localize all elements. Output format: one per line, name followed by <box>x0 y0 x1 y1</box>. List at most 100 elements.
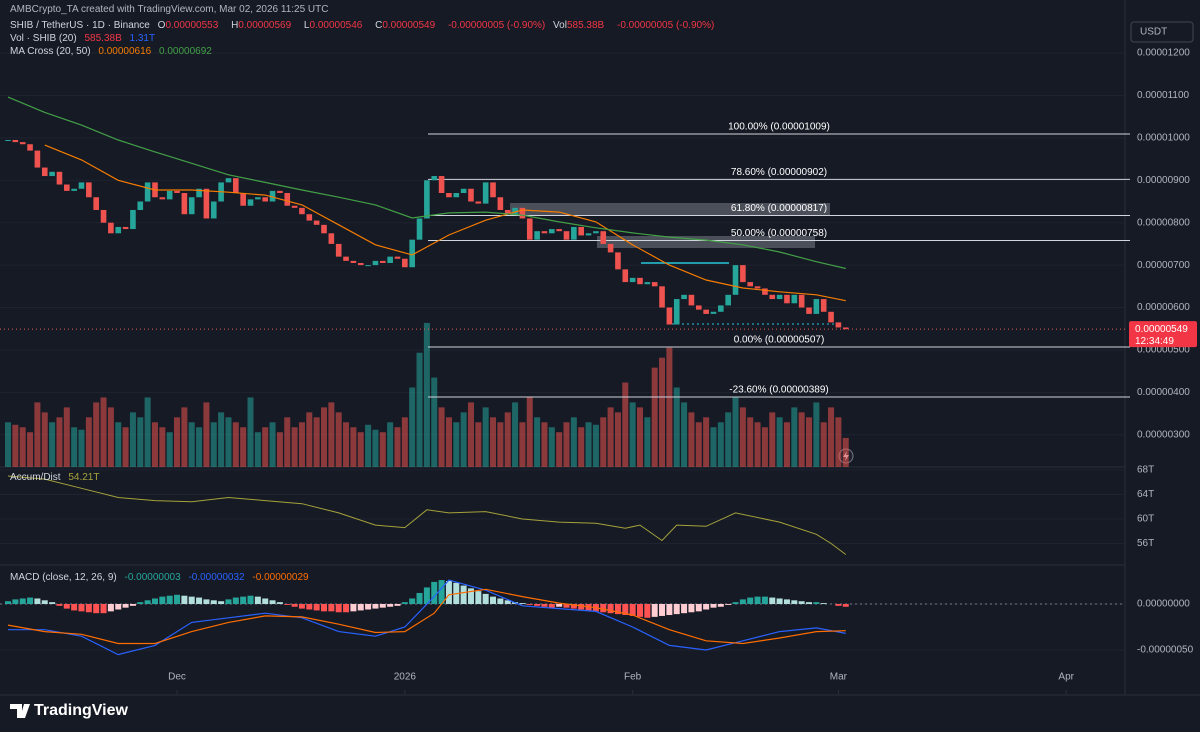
candle-body <box>438 176 445 194</box>
macd-histogram-bar <box>666 603 673 616</box>
candle-body <box>688 294 695 306</box>
macd-histogram-bar <box>357 603 364 611</box>
macd-histogram-bar <box>776 598 783 604</box>
candle-body <box>240 193 246 206</box>
macd-legend: MACD (close, 12, 26, 9) -0.00000003 -0.0… <box>10 572 314 583</box>
volume-bar <box>306 412 313 467</box>
candle-body <box>695 305 702 310</box>
macd-histogram-bar <box>563 603 570 608</box>
indicator-name: Vol · SHIB (20) <box>10 33 77 44</box>
macd-histogram-bar <box>129 603 136 606</box>
macd-histogram-bar <box>350 603 357 612</box>
macd-histogram-bar <box>659 603 666 616</box>
macd-histogram-bar <box>122 603 129 608</box>
ma-line <box>44 144 846 302</box>
y-tick-label: 0.00000600 <box>1137 302 1190 313</box>
ohlc: C0.00000549 <box>375 20 440 31</box>
candle-body <box>409 239 415 268</box>
macd-histogram-bar <box>791 600 798 604</box>
fib-label: 50.00% (0.00000758) <box>731 228 827 239</box>
volume-bar <box>754 422 761 467</box>
candle-body <box>130 209 136 230</box>
volume-bar <box>725 412 732 467</box>
macd-histogram-bar <box>401 602 408 604</box>
volume-bar <box>482 407 489 467</box>
macd-histogram-bar <box>34 598 41 604</box>
candle-body <box>63 184 70 191</box>
volume-bar <box>438 407 445 467</box>
candle-body <box>379 260 386 263</box>
volume-bar <box>335 412 342 467</box>
candle-body <box>225 178 232 183</box>
volume-bar <box>409 387 416 467</box>
indicator-name: Accum/Dist <box>10 472 61 483</box>
candle-body <box>622 269 629 283</box>
y-tick-label: 60T <box>1137 514 1154 525</box>
candle-body <box>416 218 423 240</box>
ohlc: L0.00000546 <box>304 20 367 31</box>
candle-body <box>34 150 41 168</box>
candle-body <box>798 294 805 308</box>
macd-histogram-bar <box>379 603 386 608</box>
macd-histogram-bar <box>423 587 430 604</box>
ohlc-label: L <box>303 20 310 31</box>
macd-histogram-bar <box>504 600 511 604</box>
volume-bar <box>798 412 805 467</box>
indicator-value: 0.00000616 <box>98 46 152 57</box>
volume-bar <box>5 422 12 467</box>
macd-histogram-bar <box>372 603 379 609</box>
x-tick-label: Dec <box>168 672 186 683</box>
macd-histogram-bar <box>151 598 158 604</box>
candle-body <box>629 277 636 283</box>
y-tick-label: 0.00000700 <box>1137 260 1190 271</box>
macd-histogram-bar <box>63 603 70 609</box>
y-tick-label: 0.00000000 <box>1137 599 1190 610</box>
macd-histogram-bar <box>218 601 225 604</box>
volume-legend: Vol · SHIB (20) 585.38B 1.31T <box>10 33 160 44</box>
candle-body <box>482 182 489 204</box>
volume-bar <box>585 422 592 467</box>
volume-bar <box>379 432 386 467</box>
macd-histogram-bar <box>115 603 122 610</box>
candle-body <box>710 311 717 314</box>
candle-body <box>284 193 291 206</box>
volume-bar <box>284 417 291 467</box>
volume-bar <box>467 402 474 467</box>
currency: USDT <box>1140 27 1167 38</box>
macd-histogram-bar <box>166 595 173 604</box>
volume-bar <box>445 417 452 467</box>
candle-body <box>842 327 849 330</box>
macd-histogram-bar <box>5 601 12 604</box>
y-tick-label: 64T <box>1137 489 1154 500</box>
candle-body <box>754 286 761 289</box>
macd-histogram-bar <box>754 596 761 604</box>
macd-histogram-bar <box>306 603 313 610</box>
macd-histogram-bar <box>835 603 842 606</box>
volume-bar <box>659 357 666 467</box>
volume-bar <box>769 412 776 467</box>
candle-body <box>19 142 26 145</box>
currency-box[interactable] <box>1130 21 1194 43</box>
y-tick-label: 56T <box>1137 538 1154 549</box>
macd-histogram-bar <box>416 592 423 604</box>
volume-bar <box>49 422 56 467</box>
macd-histogram-bar <box>188 596 195 604</box>
volume-bar <box>313 417 320 467</box>
volume-bar <box>717 422 724 467</box>
macd-histogram-bar <box>445 580 452 604</box>
macd-histogram-bar <box>137 602 144 604</box>
candle-body <box>820 299 827 312</box>
volume-bar <box>688 412 695 467</box>
indicator-value: -0.00000003 <box>124 572 181 583</box>
volume-bar <box>34 402 41 467</box>
volume-bar <box>276 432 283 467</box>
candle-body <box>71 188 77 191</box>
volume-bar <box>607 407 614 467</box>
volume-bar <box>321 407 328 467</box>
volume-bar <box>512 402 519 467</box>
volume-bar <box>526 397 533 467</box>
macd-histogram-bar <box>41 600 48 604</box>
macd-histogram-bar <box>276 602 283 604</box>
countdown: 12:34:49 <box>1135 336 1174 347</box>
